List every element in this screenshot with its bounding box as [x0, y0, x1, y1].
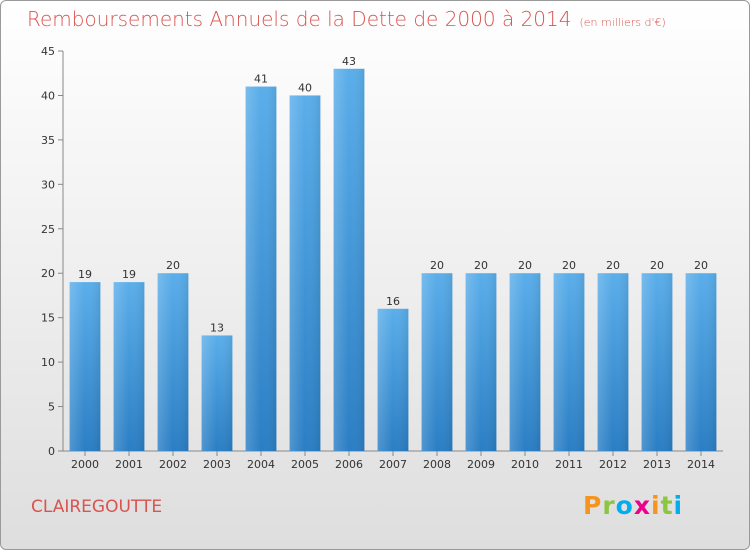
x-tick-label: 2009 [467, 458, 495, 471]
y-tick-label: 40 [41, 89, 55, 102]
x-tick-label: 2013 [643, 458, 671, 471]
logo-letter: i [651, 491, 661, 520]
x-tick-label: 2005 [291, 458, 319, 471]
y-tick-label: 30 [41, 178, 55, 191]
value-label: 43 [342, 55, 356, 68]
value-label: 20 [166, 259, 180, 272]
logo-letter: o [615, 491, 634, 520]
y-tick-label: 0 [48, 445, 55, 458]
x-tick-label: 2012 [599, 458, 627, 471]
bar-shade [113, 282, 145, 451]
y-tick-label: 10 [41, 356, 55, 369]
value-label: 20 [430, 259, 444, 272]
chart-unit: (en milliers d'€) [579, 16, 666, 29]
x-tick-label: 2014 [687, 458, 715, 471]
value-label: 16 [386, 295, 400, 308]
bar-shade [245, 86, 277, 452]
y-tick-label: 20 [41, 267, 55, 280]
logo-letter: t [660, 491, 674, 520]
bar-shade [289, 95, 321, 451]
value-label: 19 [78, 268, 92, 281]
bar-shade [597, 273, 629, 451]
bar-shade [69, 282, 101, 451]
x-tick-label: 2003 [203, 458, 231, 471]
bar-shade [641, 273, 673, 451]
bar-shade [465, 273, 497, 451]
logo-letter: x [633, 491, 651, 520]
x-tick-label: 2002 [159, 458, 187, 471]
chart-title: Remboursements Annuels de la Dette de 20… [27, 7, 666, 31]
y-tick-label: 5 [48, 401, 55, 414]
y-tick-label: 25 [41, 223, 55, 236]
x-tick-label: 2006 [335, 458, 363, 471]
chart-bars [69, 68, 717, 452]
bar-shade [201, 335, 233, 451]
x-tick-label: 2001 [115, 458, 143, 471]
bar-shade [421, 273, 453, 451]
chart-title-text: Remboursements Annuels de la Dette de 20… [27, 7, 572, 31]
chart-labels: 19 2000 19 2001 20 2002 13 2003 41 2004 40 2005 43 20… [71, 55, 715, 471]
x-tick-label: 2004 [247, 458, 275, 471]
value-label: 41 [254, 73, 268, 86]
value-label: 13 [210, 321, 224, 334]
value-label: 20 [562, 259, 576, 272]
proxiti-logo: Proxiti [583, 491, 683, 525]
town-name: CLAIREGOUTTE [31, 497, 163, 517]
logo-letter: i [673, 491, 684, 520]
value-label: 20 [518, 259, 532, 272]
bar-shade [553, 273, 585, 451]
value-label: 40 [298, 81, 312, 94]
bar-shade [377, 308, 409, 451]
x-tick-label: 2008 [423, 458, 451, 471]
x-tick-label: 2010 [511, 458, 539, 471]
bar-shade [157, 273, 189, 451]
x-tick-label: 2011 [555, 458, 583, 471]
value-label: 20 [694, 259, 708, 272]
y-tick-label: 15 [41, 312, 55, 325]
y-tick-label: 45 [41, 45, 55, 58]
value-label: 20 [650, 259, 664, 272]
y-tick-label: 35 [41, 134, 55, 147]
logo-letter: P [583, 491, 603, 520]
bar-shade [509, 273, 541, 451]
bar-shade [333, 68, 365, 452]
value-label: 19 [122, 268, 136, 281]
x-tick-label: 2000 [71, 458, 99, 471]
logo-letter: r [602, 491, 616, 520]
value-label: 20 [474, 259, 488, 272]
bar-shade [685, 273, 717, 451]
x-tick-label: 2007 [379, 458, 407, 471]
value-label: 20 [606, 259, 620, 272]
